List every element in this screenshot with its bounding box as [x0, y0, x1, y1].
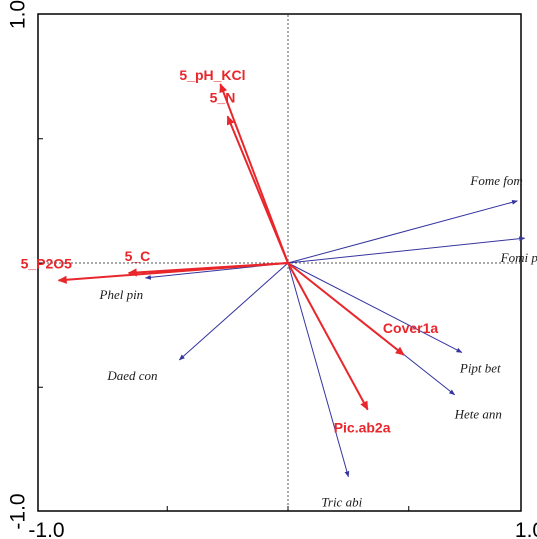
y-tick-label: -1.0 [7, 493, 30, 529]
env-label-5-p2o5: 5_P2O5 [21, 255, 73, 271]
species-arrow-fome-fom [287, 199, 519, 264]
species-label-fomi-pin: Fomi pin [500, 250, 537, 265]
env-label-5-n: 5_N [210, 89, 236, 105]
env-arrow-pic-ab2a [287, 262, 369, 411]
species-label-tric-abi: Tric abi [321, 495, 362, 510]
species-arrow-fomi-pin [287, 236, 526, 264]
species-arrow-tric-abi [287, 262, 350, 478]
env-arrow-cover1a [287, 262, 405, 356]
environment-arrows: 5_pH_KCl 5_N 5_P2O5 5_C Cover1a Pic.ab2a [21, 67, 439, 436]
species-arrow-daed-con [178, 262, 289, 361]
x-tick-label: 1.0 [515, 519, 537, 539]
species-label-pipt-bet: Pipt bet [459, 360, 501, 375]
species-label-hete-ann: Hete ann [454, 407, 502, 422]
axis-ticks [38, 138, 410, 511]
env-label-5-c: 5_C [125, 248, 151, 264]
species-label-fome-fom: Fome fom [469, 173, 522, 188]
species-arrow-pipt-bet [287, 262, 463, 353]
x-tick-label: -1.0 [28, 519, 64, 539]
species-label-daed-con: Daed con [106, 368, 157, 383]
y-tick-label: 1.0 [7, 0, 30, 29]
species-label-phel-pin: Phel pin [99, 287, 144, 302]
env-label-5-ph-kcl: 5_pH_KCl [179, 67, 245, 83]
species-arrows: Fome fom Fomi pin Phel pin Daed con Pipt bet… [99, 173, 537, 510]
axis-tick-labels: -1.0 1.0 1.0 -1.0 [7, 0, 537, 539]
env-label-cover1a: Cover1a [383, 320, 438, 336]
env-arrow-5-c [127, 262, 289, 277]
env-label-pic-ab2a: Pic.ab2a [334, 420, 391, 436]
env-arrow-5-n [226, 115, 289, 264]
